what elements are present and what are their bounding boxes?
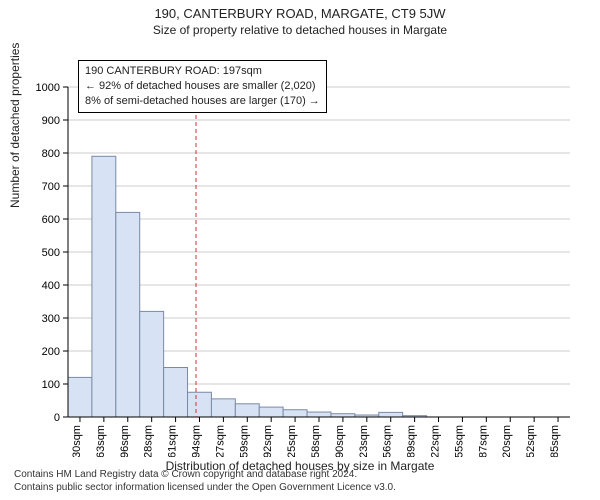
svg-text:500: 500 <box>42 247 60 259</box>
svg-text:587sqm: 587sqm <box>477 425 489 457</box>
svg-text:161sqm: 161sqm <box>167 425 179 457</box>
svg-text:800: 800 <box>42 148 60 160</box>
page-title: 190, CANTERBURY ROAD, MARGATE, CT9 5JW <box>0 0 600 21</box>
y-axis-label: Number of detached properties <box>8 43 22 208</box>
svg-text:292sqm: 292sqm <box>262 425 274 457</box>
svg-text:194sqm: 194sqm <box>190 425 202 457</box>
svg-text:325sqm: 325sqm <box>286 425 298 457</box>
svg-text:1000: 1000 <box>36 82 60 94</box>
page-subtitle: Size of property relative to detached ho… <box>0 21 600 37</box>
svg-text:456sqm: 456sqm <box>382 425 394 457</box>
svg-text:423sqm: 423sqm <box>358 425 370 457</box>
svg-text:358sqm: 358sqm <box>310 425 322 457</box>
annotation-line: 190 CANTERBURY ROAD: 197sqm <box>85 64 320 79</box>
svg-text:489sqm: 489sqm <box>406 425 418 457</box>
footer-line: Contains public sector information licen… <box>14 481 396 494</box>
annotation-line: 8% of semi-detached houses are larger (1… <box>85 94 320 109</box>
footer-line: Contains HM Land Registry data © Crown c… <box>14 468 396 481</box>
svg-text:30sqm: 30sqm <box>71 425 83 457</box>
svg-text:63sqm: 63sqm <box>95 425 107 457</box>
svg-text:900: 900 <box>42 115 60 127</box>
svg-text:522sqm: 522sqm <box>430 425 442 457</box>
annotation-line: ← 92% of detached houses are smaller (2,… <box>85 79 320 94</box>
svg-text:100: 100 <box>42 379 60 391</box>
svg-text:700: 700 <box>42 181 60 193</box>
svg-text:96sqm: 96sqm <box>119 425 131 457</box>
svg-text:128sqm: 128sqm <box>143 425 155 457</box>
footer-attribution: Contains HM Land Registry data © Crown c… <box>14 468 396 494</box>
svg-text:390sqm: 390sqm <box>334 425 346 457</box>
svg-text:200: 200 <box>42 346 60 358</box>
annotation-box: 190 CANTERBURY ROAD: 197sqm ← 92% of det… <box>78 60 327 113</box>
svg-text:652sqm: 652sqm <box>525 425 537 457</box>
svg-text:555sqm: 555sqm <box>453 425 465 457</box>
svg-text:620sqm: 620sqm <box>501 425 513 457</box>
svg-text:259sqm: 259sqm <box>238 425 250 457</box>
svg-text:400: 400 <box>42 280 60 292</box>
svg-text:227sqm: 227sqm <box>214 425 226 457</box>
svg-text:600: 600 <box>42 214 60 226</box>
svg-text:0: 0 <box>54 412 60 424</box>
svg-text:685sqm: 685sqm <box>549 425 561 457</box>
svg-text:300: 300 <box>42 313 60 325</box>
